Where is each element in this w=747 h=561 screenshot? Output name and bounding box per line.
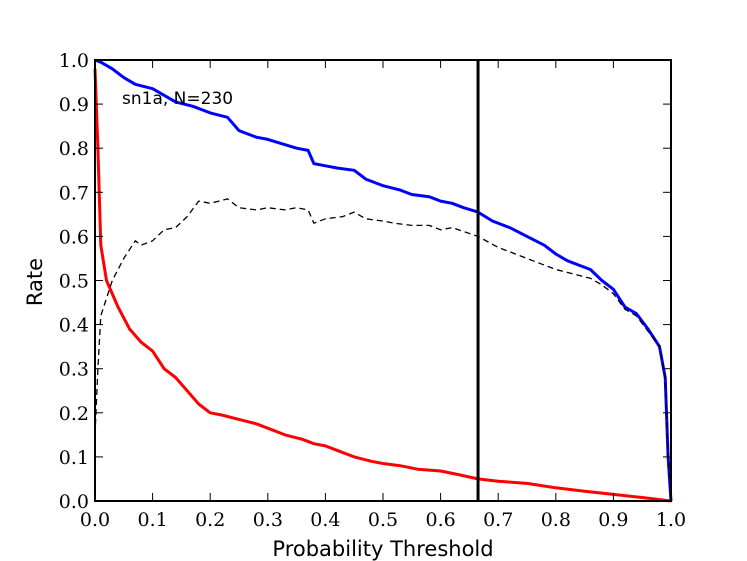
series-line-2 [94, 198, 672, 502]
y-tick-label: 0.2 [59, 403, 89, 425]
y-tick-label: 0.8 [59, 138, 89, 160]
y-tick-label: 0.5 [59, 271, 89, 293]
series-line-0 [94, 58, 673, 502]
y-tick-label: 0.1 [59, 447, 89, 469]
y-tick-label: 0.3 [59, 359, 89, 381]
x-tick-label: 0.5 [368, 509, 398, 531]
y-tick-label: 0.4 [59, 315, 89, 337]
x-tick-label: 0.9 [598, 509, 628, 531]
x-tick-label: 0.2 [195, 509, 225, 531]
x-tick-label: 0.4 [310, 509, 340, 531]
plot-frame [94, 59, 672, 502]
y-tick-label: 0.7 [59, 182, 89, 204]
x-tick-label: 0.8 [541, 509, 571, 531]
y-tick-label: 1.0 [59, 50, 89, 72]
y-tick-label: 0.9 [59, 94, 89, 116]
x-tick-label: 0.0 [80, 509, 110, 531]
x-tick-label: 0.6 [425, 509, 455, 531]
x-tick-label: 0.1 [137, 509, 167, 531]
series-line-1 [93, 68, 672, 503]
series-layer [93, 58, 673, 503]
ticks-layer: 0.0 0.1 0.2 0.3 0.4 0.5 0.6 0.7 0.8 0.9 1.0 0.0 0.1 0… [59, 50, 686, 531]
y-axis-label: Rate [23, 258, 47, 306]
x-tick-label: 0.3 [253, 509, 283, 531]
y-tick-label: 0.6 [59, 226, 89, 248]
annotation-label: sn1a, N=230 [122, 89, 233, 109]
y-tick-label: 0.0 [59, 491, 89, 513]
x-tick-label: 1.0 [656, 509, 686, 531]
x-axis-label: Probability Threshold [272, 537, 493, 561]
x-tick-label: 0.7 [483, 509, 513, 531]
